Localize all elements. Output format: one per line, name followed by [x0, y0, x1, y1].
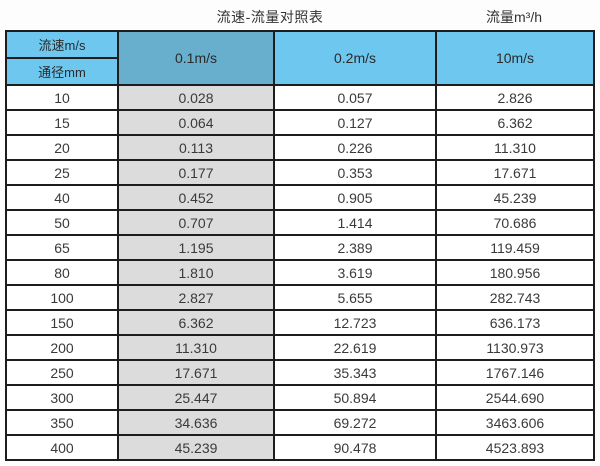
title-bar: 流速-流量对照表 流量m³/h [0, 0, 600, 30]
diameter-cell: 10 [5, 84, 119, 111]
diameter-cell: 250 [5, 359, 119, 386]
table-row: 40 0.452 0.905 45.239 [5, 184, 595, 211]
header-diameter-label: 通径mm [5, 57, 119, 86]
flow-value-cell: 45.239 [117, 434, 275, 461]
flow-value-cell: 5.655 [273, 284, 437, 311]
table-header: 流速m/s 0.1m/s 0.2m/s 10m/s 通径mm [5, 30, 595, 86]
flow-value-cell: 2544.690 [435, 384, 595, 411]
flow-value-cell: 1767.146 [435, 359, 595, 386]
diameter-cell: 25 [5, 159, 119, 186]
flow-value-cell: 4523.893 [435, 434, 595, 461]
flow-value-cell: 0.113 [117, 134, 275, 161]
flow-value-cell: 1.195 [117, 234, 275, 261]
flow-value-cell: 34.636 [117, 409, 275, 436]
flow-value-cell: 1.810 [117, 259, 275, 286]
flow-value-cell: 0.064 [117, 109, 275, 136]
flow-value-cell: 22.619 [273, 334, 437, 361]
flow-value-cell: 11.310 [117, 334, 275, 361]
table-row: 250 17.671 35.343 1767.146 [5, 359, 595, 386]
diameter-cell: 200 [5, 334, 119, 361]
flow-value-cell: 11.310 [435, 134, 595, 161]
diameter-cell: 40 [5, 184, 119, 211]
flow-value-cell: 2.827 [117, 284, 275, 311]
table-row: 65 1.195 2.389 119.459 [5, 234, 595, 261]
flow-value-cell: 3.619 [273, 259, 437, 286]
flow-value-cell: 35.343 [273, 359, 437, 386]
flow-value-cell: 0.905 [273, 184, 437, 211]
flow-value-cell: 0.057 [273, 84, 437, 111]
flow-value-cell: 90.478 [273, 434, 437, 461]
flow-value-cell: 0.226 [273, 134, 437, 161]
diameter-cell: 300 [5, 384, 119, 411]
flow-value-cell: 180.956 [435, 259, 595, 286]
header-velocity-0-2: 0.2m/s [273, 30, 437, 86]
flow-value-cell: 50.894 [273, 384, 437, 411]
table-row: 25 0.177 0.353 17.671 [5, 159, 595, 186]
flow-value-cell: 12.723 [273, 309, 437, 336]
header-velocity-0-1: 0.1m/s [117, 30, 275, 86]
diameter-cell: 20 [5, 134, 119, 161]
table-row: 15 0.064 0.127 6.362 [5, 109, 595, 136]
flow-value-cell: 119.459 [435, 234, 595, 261]
flow-value-cell: 6.362 [435, 109, 595, 136]
flow-value-cell: 0.452 [117, 184, 275, 211]
flow-value-cell: 636.173 [435, 309, 595, 336]
diameter-cell: 65 [5, 234, 119, 261]
flow-rate-table: 流速m/s 0.1m/s 0.2m/s 10m/s 通径mm 10 0.028 0.… [5, 30, 595, 461]
table-row: 50 0.707 1.414 70.686 [5, 209, 595, 236]
table-row: 350 34.636 69.272 3463.606 [5, 409, 595, 436]
flow-value-cell: 2.826 [435, 84, 595, 111]
flow-value-cell: 1130.973 [435, 334, 595, 361]
header-velocity-label: 流速m/s [5, 30, 119, 59]
table-row: 300 25.447 50.894 2544.690 [5, 384, 595, 411]
flow-value-cell: 0.353 [273, 159, 437, 186]
flow-value-cell: 1.414 [273, 209, 437, 236]
diameter-cell: 400 [5, 434, 119, 461]
flow-value-cell: 70.686 [435, 209, 595, 236]
flow-value-cell: 282.743 [435, 284, 595, 311]
table-row: 200 11.310 22.619 1130.973 [5, 334, 595, 361]
flow-value-cell: 2.389 [273, 234, 437, 261]
flow-value-cell: 6.362 [117, 309, 275, 336]
table-row: 150 6.362 12.723 636.173 [5, 309, 595, 336]
flow-value-cell: 0.127 [273, 109, 437, 136]
table-row: 400 45.239 90.478 4523.893 [5, 434, 595, 461]
diameter-cell: 50 [5, 209, 119, 236]
table-row: 100 2.827 5.655 282.743 [5, 284, 595, 311]
flow-value-cell: 3463.606 [435, 409, 595, 436]
table-row: 80 1.810 3.619 180.956 [5, 259, 595, 286]
table-title: 流速-流量对照表 [216, 9, 324, 25]
diameter-cell: 350 [5, 409, 119, 436]
header-velocity-10: 10m/s [435, 30, 595, 86]
diameter-cell: 100 [5, 284, 119, 311]
flow-value-cell: 17.671 [117, 359, 275, 386]
flow-value-cell: 0.707 [117, 209, 275, 236]
table-row: 20 0.113 0.226 11.310 [5, 134, 595, 161]
flow-value-cell: 25.447 [117, 384, 275, 411]
table-row: 10 0.028 0.057 2.826 [5, 84, 595, 111]
table-body: 10 0.028 0.057 2.826 15 0.064 0.127 6.362 20 0.11… [5, 84, 595, 461]
diameter-cell: 15 [5, 109, 119, 136]
flow-unit-title: 流量m³/h [486, 9, 542, 25]
diameter-cell: 80 [5, 259, 119, 286]
flow-value-cell: 0.177 [117, 159, 275, 186]
flow-value-cell: 45.239 [435, 184, 595, 211]
diameter-cell: 150 [5, 309, 119, 336]
flow-value-cell: 0.028 [117, 84, 275, 111]
flow-value-cell: 69.272 [273, 409, 437, 436]
flow-value-cell: 17.671 [435, 159, 595, 186]
